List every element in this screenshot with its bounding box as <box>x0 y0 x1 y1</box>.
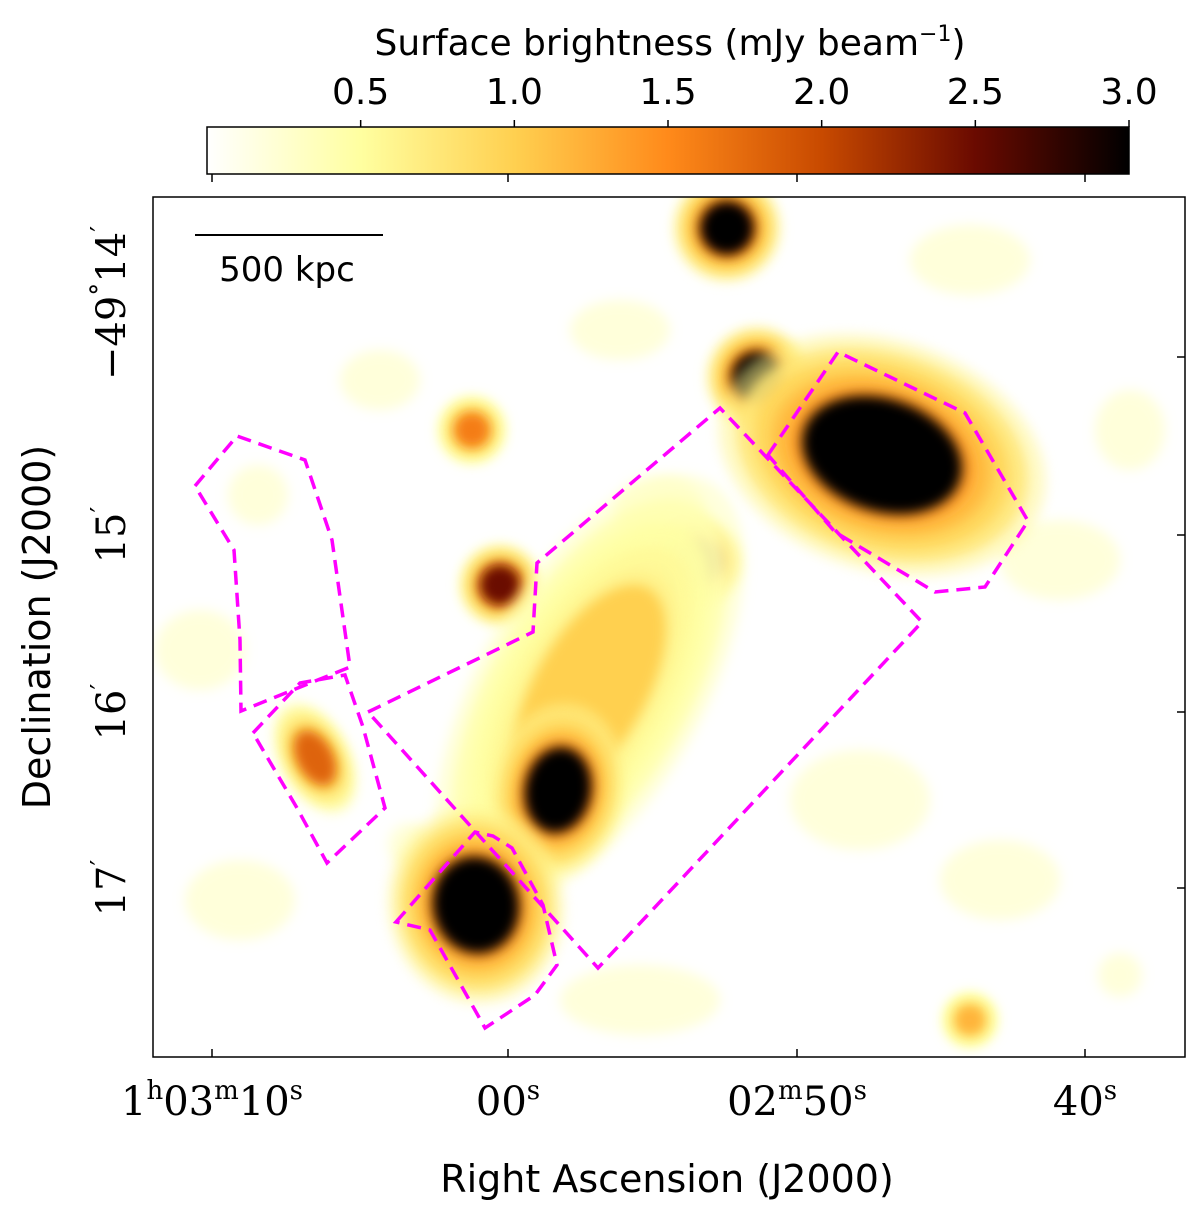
source-core <box>524 747 592 833</box>
source-core <box>955 1005 985 1035</box>
colorbar-bar <box>206 126 1130 175</box>
colorbar-label: Surface brightness (mJy beam−1) <box>374 22 965 64</box>
y-tick-label-1: 15′ <box>86 507 135 564</box>
y-tick-1-min: 15 <box>89 513 135 564</box>
x-tick-labels: 1h03m10s 00s 02m50s 40s <box>121 1076 1117 1125</box>
region-3 <box>765 349 1031 594</box>
source-core <box>432 856 520 954</box>
y-tick-label-2: 16′ <box>86 684 135 741</box>
colorbar-label-sup: −1 <box>919 22 951 47</box>
source-2 <box>718 333 1046 577</box>
image-panel: 500 kpc <box>152 196 1186 1058</box>
source-core <box>700 201 754 255</box>
source-5 <box>436 394 508 466</box>
region-4 <box>392 830 559 1031</box>
colorbar-tick-label: 2.0 <box>793 72 850 113</box>
y-tick-3-min-unit: ′ <box>86 860 116 866</box>
x-tick-0-h-unit: h <box>146 1076 163 1106</box>
diffuse-emission <box>185 860 295 940</box>
x-tick-0-s-unit: s <box>290 1076 303 1106</box>
y-tick-label-0: −49°14′ <box>86 226 135 380</box>
x-tick-0-m: 03 <box>163 1079 214 1125</box>
source-core <box>294 730 336 786</box>
colorbar-tick-label: 3.0 <box>1100 72 1157 113</box>
colorbar-ticks: 0.5 1.0 1.5 2.0 2.5 3.0 <box>211 72 1158 182</box>
colorbar: Surface brightness (mJy beam−1) 0.5 1.0 1.… <box>206 22 1158 182</box>
diffuse-emission <box>570 300 670 360</box>
colorbar-tick-label: 0.5 <box>332 72 389 113</box>
y-tick-1-min-unit: ′ <box>86 507 116 513</box>
colorbar-tick-label: 2.5 <box>947 72 1004 113</box>
scale-bar: 500 kpc <box>195 234 383 290</box>
source-core <box>454 412 490 448</box>
x-tick-1-s-unit: s <box>527 1076 540 1106</box>
diffuse-emission <box>340 350 420 410</box>
x-tick-2-s: 50 <box>803 1079 854 1125</box>
y-tick-0-min: 14 <box>89 232 135 283</box>
y-tick-0-deg: −49 <box>89 296 135 380</box>
diffuse-emission <box>910 225 1030 295</box>
x-axis-label: Right Ascension (J2000) <box>440 1157 894 1201</box>
source-core <box>802 395 962 515</box>
x-tick-label-2: 02m50s <box>727 1076 867 1125</box>
diffuse-emission <box>790 750 930 850</box>
x-tick-label-3: 40s <box>1053 1076 1117 1125</box>
x-tick-3-s: 40 <box>1053 1079 1104 1125</box>
x-tick-2-m: 02 <box>727 1079 778 1125</box>
y-tick-labels: −49°14′ 15′ 16′ 17′ <box>86 226 135 917</box>
y-tick-0-min-unit: ′ <box>86 226 116 232</box>
colorbar-tick-label: 1.0 <box>486 72 543 113</box>
y-axis-label: Declination (J2000) <box>15 445 59 809</box>
y-tick-label-3: 17′ <box>86 860 135 917</box>
emission-map <box>155 197 1165 1049</box>
colorbar-tick-label: 1.5 <box>639 72 696 113</box>
colorbar-label-close: ) <box>951 23 965 64</box>
y-tick-2-min: 16 <box>89 690 135 741</box>
diffuse-emission <box>1098 953 1142 997</box>
colorbar-label-main: Surface brightness (mJy beam <box>374 23 919 64</box>
axis-ticks <box>211 356 1185 1057</box>
source-8 <box>387 806 565 1004</box>
region-0 <box>192 433 352 714</box>
diffuse-emission <box>1000 520 1120 600</box>
y-tick-0-deg-unit: ° <box>86 283 116 296</box>
diffuse-emission <box>228 465 288 525</box>
region-2 <box>365 405 925 971</box>
x-tick-2-m-unit: m <box>778 1076 803 1106</box>
plot-frame <box>152 196 1186 1058</box>
x-tick-1-s: 00 <box>476 1079 527 1125</box>
source-10 <box>941 991 999 1049</box>
x-tick-0-s: 10 <box>239 1079 290 1125</box>
region-1 <box>250 673 387 866</box>
x-tick-0-m-unit: m <box>214 1076 239 1106</box>
x-tick-2-s-unit: s <box>854 1076 867 1106</box>
source-9 <box>272 701 358 815</box>
diffuse-emission <box>560 965 720 1035</box>
x-tick-3-s-unit: s <box>1104 1076 1117 1106</box>
scale-bar-label: 500 kpc <box>219 250 355 290</box>
source-core <box>479 564 521 606</box>
y-tick-3-min: 17 <box>89 866 135 917</box>
regions <box>192 349 1031 1031</box>
diffuse-emission <box>940 840 1060 920</box>
diffuse-emission <box>1095 390 1165 470</box>
source-0 <box>672 197 782 283</box>
y-tick-2-min-unit: ′ <box>86 684 116 690</box>
x-tick-label-0: 1h03m10s <box>121 1076 303 1125</box>
x-tick-label-1: 00s <box>476 1076 540 1125</box>
x-tick-0-h: 1 <box>121 1079 146 1125</box>
diffuse-emission <box>155 610 245 690</box>
